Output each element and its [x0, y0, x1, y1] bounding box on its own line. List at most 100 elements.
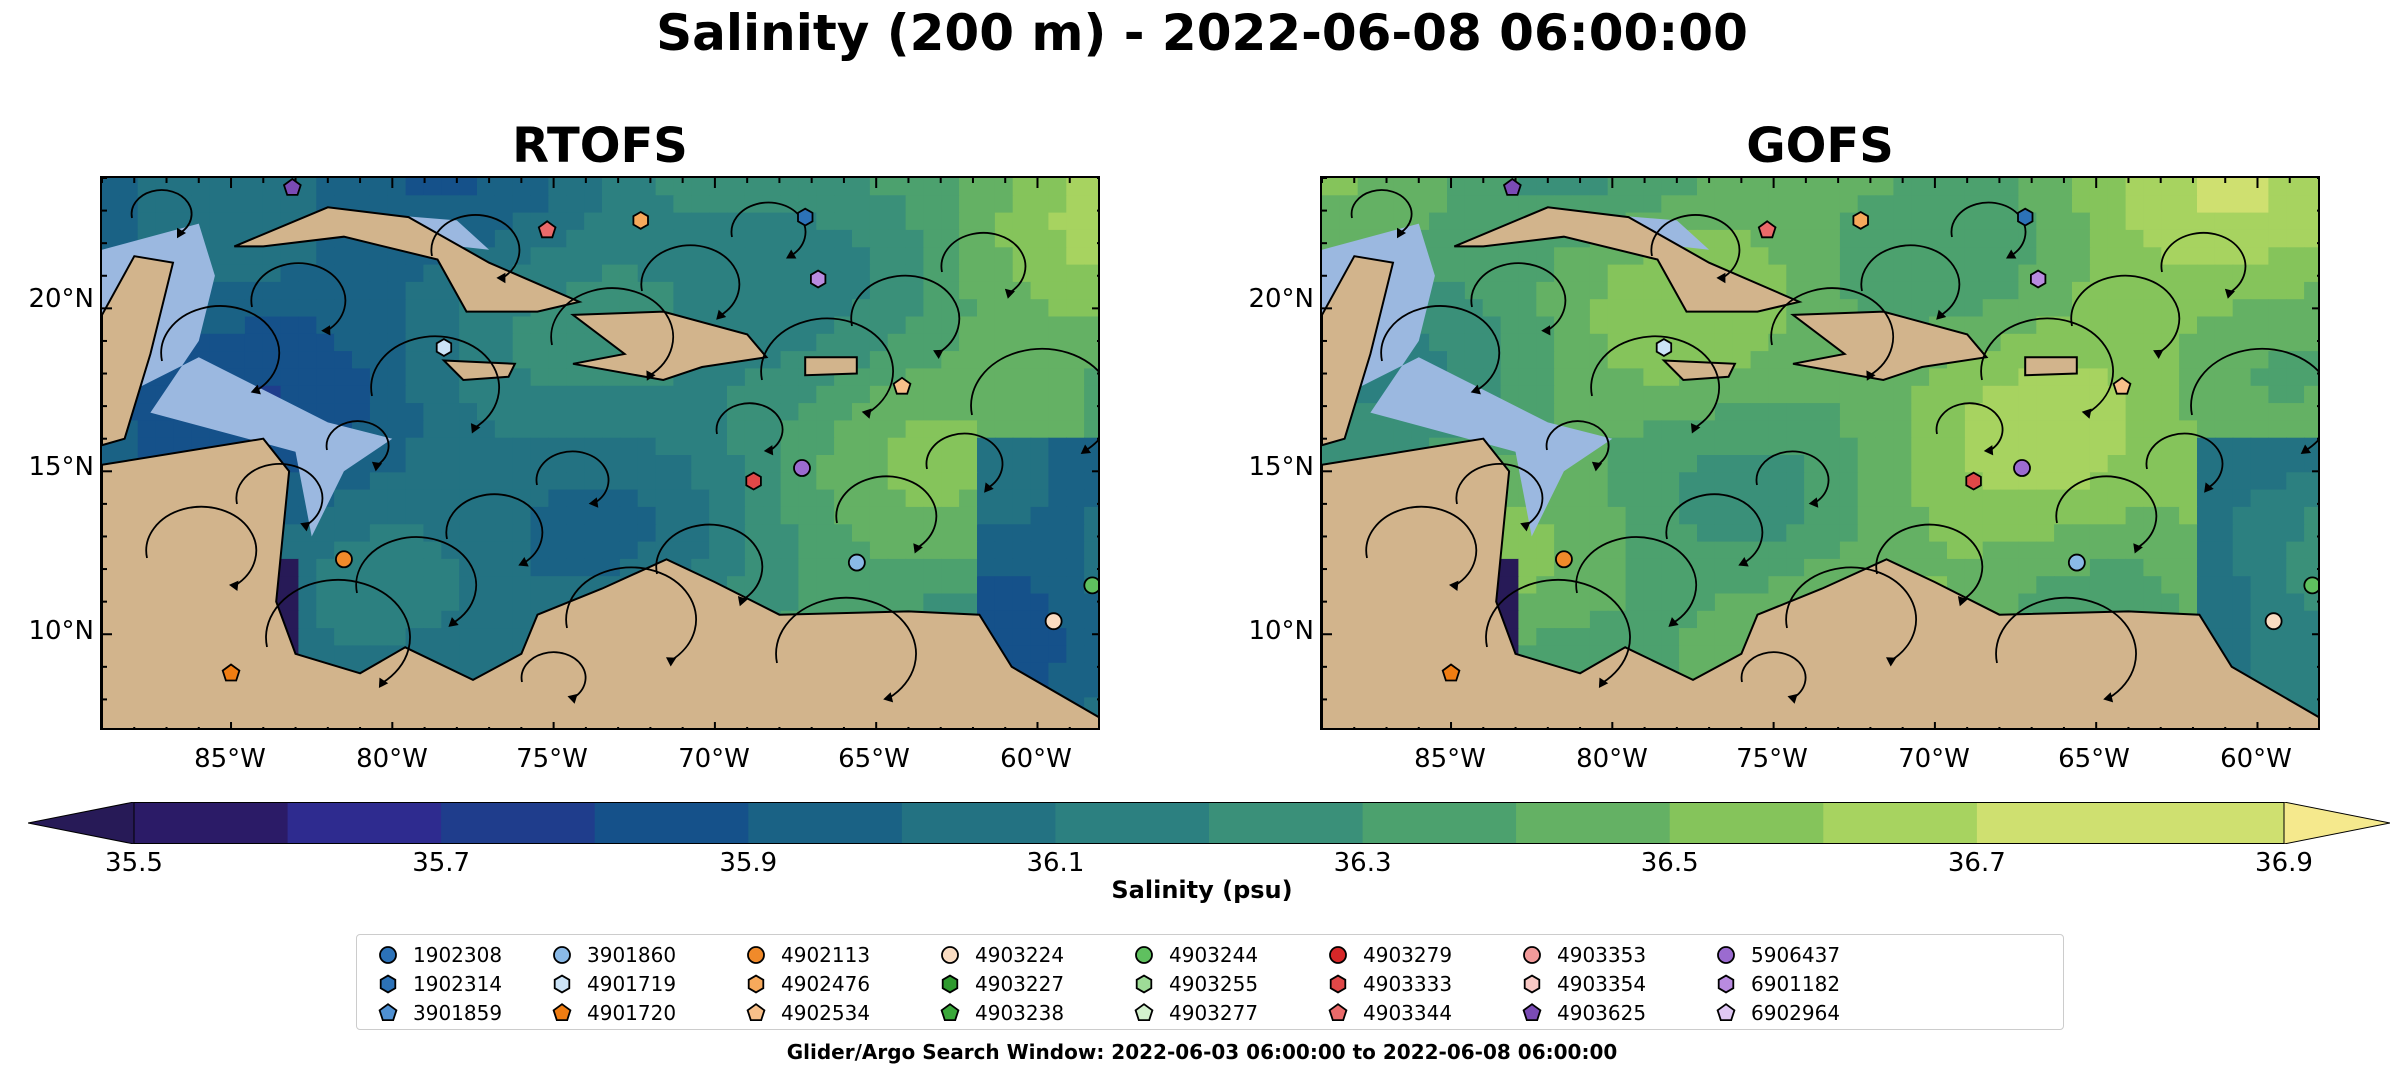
map-gofs	[1320, 176, 2320, 730]
ytick-10n-rtofs: 10°N	[28, 616, 94, 646]
legend-marker-pentagon	[1522, 1003, 1542, 1022]
colorbar-tick-label: 35.7	[412, 848, 471, 878]
legend-label: 1902308	[413, 943, 503, 967]
colorbar-segment-1	[287, 802, 442, 844]
land-3	[570, 310, 769, 382]
land-1	[102, 437, 1098, 728]
colorbar-label: Salinity (psu)	[1111, 876, 1293, 904]
float-4903224-1	[2264, 612, 2283, 631]
legend-label: 6902964	[1751, 1001, 1841, 1025]
colorbar-tick-label: 36.9	[2255, 848, 2313, 878]
legend-item: 4903353	[1521, 941, 1646, 969]
float-4901720-0	[221, 663, 241, 682]
float-1902314-0	[797, 207, 814, 227]
legend-item: 4903224	[939, 941, 1064, 969]
legend-label: 4903354	[1557, 972, 1647, 996]
colorbar-tick-label: 36.1	[1026, 848, 1085, 878]
legend-item: 3901859	[377, 999, 502, 1027]
legend-item: 5906437	[1715, 941, 1840, 969]
colorbar-segment-12	[1976, 802, 2131, 844]
legend-label: 4903625	[1557, 1001, 1647, 1025]
colorbar-segment-6	[1055, 802, 1210, 844]
legend-marker-pentagon	[940, 1003, 960, 1022]
legend-label: 3901859	[413, 1001, 503, 1025]
xtick-75w-rtofs: 75°W	[516, 744, 588, 774]
legend-item: 4901719	[551, 970, 676, 998]
colorbar-tick-label: 36.3	[1333, 848, 1392, 878]
ytick-20n-rtofs: 20°N	[28, 284, 94, 314]
colorbar-tick-label: 36.5	[1640, 848, 1699, 878]
legend-marker-hexagon	[941, 974, 959, 994]
legend-label: 4903227	[975, 972, 1065, 996]
colorbar-extend-min	[27, 801, 135, 845]
legend-item: 4903354	[1521, 970, 1646, 998]
legend-label: 5906437	[1751, 943, 1841, 967]
xtick-85w-gofs: 85°W	[1414, 744, 1486, 774]
ytick-15n-gofs: 15°N	[1248, 452, 1314, 482]
legend-marker-circle	[553, 946, 571, 964]
legend-item: 4901720	[551, 999, 676, 1027]
legend-item: 4903227	[939, 970, 1064, 998]
legend-item: 1902308	[377, 941, 502, 969]
legend-item: 4903344	[1327, 999, 1452, 1027]
float-1902314-1	[2017, 207, 2034, 227]
legend-label: 4902476	[781, 972, 871, 996]
float-5906437-1	[2013, 459, 2031, 477]
land-3	[1790, 310, 1989, 382]
legend-label: 4903238	[975, 1001, 1065, 1025]
figure-title: Salinity (200 m) - 2022-06-08 06:00:00	[656, 4, 1748, 62]
legend-label: 4903333	[1363, 972, 1453, 996]
float-4901719-0	[435, 338, 453, 357]
colorbar	[27, 801, 2391, 845]
legend-item: 4903625	[1521, 999, 1646, 1027]
ytick-10n-gofs: 10°N	[1248, 616, 1314, 646]
legend-label: 4902113	[781, 943, 871, 967]
legend-marker-pentagon	[1134, 1003, 1154, 1022]
land-4	[804, 356, 858, 377]
xtick-80w-rtofs: 80°W	[356, 744, 428, 774]
search-window-caption: Glider/Argo Search Window: 2022-06-03 06…	[786, 1040, 1618, 1064]
legend-item: 6902964	[1715, 999, 1840, 1027]
streamlines-0	[130, 189, 1098, 699]
panel-title-gofs: GOFS	[1746, 118, 1894, 174]
legend-item: 3901860	[551, 941, 676, 969]
legend-marker-pentagon	[1716, 1003, 1736, 1022]
legend-label: 4903344	[1363, 1001, 1453, 1025]
legend-item: 6901182	[1715, 970, 1840, 998]
legend-marker-hexagon	[1329, 974, 1347, 994]
legend-marker-circle	[379, 946, 397, 964]
float-4902113-1	[1555, 550, 1573, 569]
shelf-0	[102, 223, 393, 537]
legend-marker-pentagon	[378, 1003, 398, 1022]
legend-label: 6901182	[1751, 972, 1841, 996]
float-4901719-1	[1655, 338, 1673, 357]
xtick-60w-rtofs: 60°W	[1000, 744, 1072, 774]
float-4902534-1	[2112, 376, 2132, 395]
legend-item: 4902113	[745, 941, 870, 969]
float-4903333-1	[1965, 471, 1982, 491]
float-6901182-1	[2030, 269, 2047, 289]
legend-marker-circle	[1329, 946, 1347, 964]
map-rtofs	[100, 176, 1100, 730]
land-0	[1322, 255, 1395, 447]
float-4903224-0	[1044, 612, 1063, 631]
land-1	[1322, 437, 2318, 728]
xtick-65w-gofs: 65°W	[2058, 744, 2130, 774]
colorbar-segment-13	[2130, 802, 2285, 844]
legend-marker-hexagon	[379, 974, 397, 994]
legend-label: 4903279	[1363, 943, 1453, 967]
legend-marker-hexagon	[553, 974, 571, 994]
float-4903344-1	[1757, 220, 1777, 239]
float-4902476-0	[632, 210, 649, 230]
land-4	[2024, 356, 2078, 377]
colorbar-tick-label: 36.7	[1947, 848, 2006, 878]
float-6901182-0	[810, 269, 827, 289]
legend-label: 4903224	[975, 943, 1065, 967]
frame-ticks-0	[102, 178, 1098, 728]
float-3901860-1	[2067, 553, 2086, 572]
xtick-65w-rtofs: 65°W	[838, 744, 910, 774]
legend-item: 4903244	[1133, 941, 1258, 969]
legend-item: 4902534	[745, 999, 870, 1027]
colorbar-segment-8	[1362, 802, 1517, 844]
colorbar-extend-max	[2283, 801, 2391, 845]
